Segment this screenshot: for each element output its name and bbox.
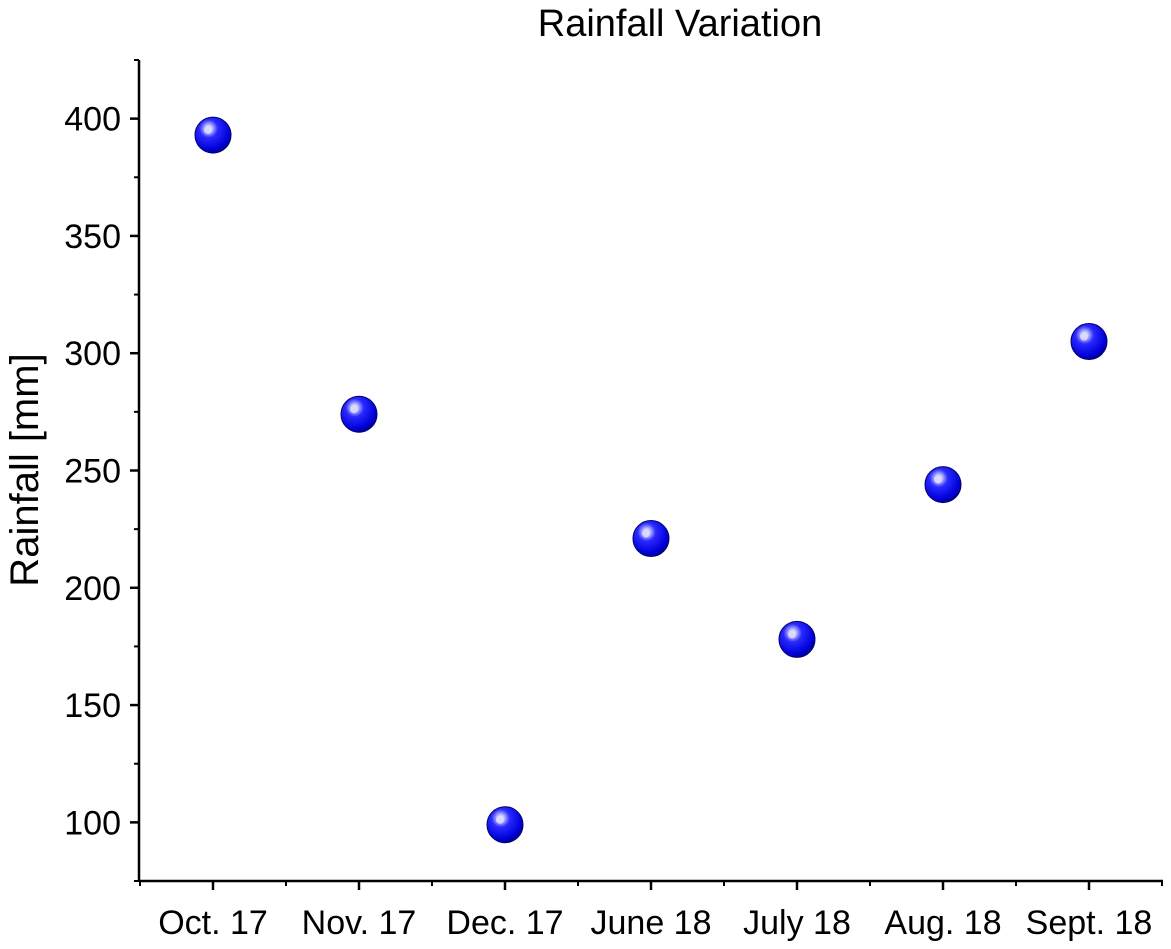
x-tick-label: Dec. 17 xyxy=(446,904,563,942)
data-point xyxy=(1070,322,1108,360)
x-tick-label: Aug. 18 xyxy=(884,904,1001,942)
data-point-highlight xyxy=(204,126,212,135)
x-tick-label: Oct. 17 xyxy=(158,904,268,942)
data-points xyxy=(194,116,1108,844)
data-point xyxy=(778,620,816,658)
data-point-highlight xyxy=(1080,332,1088,341)
x-tick-label: Sept. 18 xyxy=(1026,904,1153,942)
x-axis-ticks: Oct. 17 Nov. 17 Dec. 17 June 18 July 18 Aug. … xyxy=(139,881,1163,942)
y-axis-ticks: 100 150 200 250 300 350 400 xyxy=(64,59,139,882)
data-point xyxy=(632,520,670,558)
y-tick-label: 300 xyxy=(64,335,121,373)
data-point-marker xyxy=(340,395,378,433)
y-tick-label: 350 xyxy=(64,218,121,256)
data-point xyxy=(486,806,524,844)
data-point-marker xyxy=(1070,322,1108,360)
data-point xyxy=(924,466,962,504)
y-tick-label: 100 xyxy=(64,804,121,842)
data-point-marker xyxy=(194,116,232,154)
y-tick-label: 150 xyxy=(64,687,121,725)
data-point xyxy=(194,116,232,154)
data-point-highlight xyxy=(642,529,650,538)
data-point-highlight xyxy=(496,815,504,824)
y-tick-label: 250 xyxy=(64,453,121,491)
data-point-highlight xyxy=(934,475,942,484)
data-point-marker xyxy=(486,806,524,844)
data-point-highlight xyxy=(788,630,796,639)
data-point xyxy=(340,395,378,433)
data-point-marker xyxy=(632,520,670,558)
x-tick-label: Nov. 17 xyxy=(302,904,417,942)
data-point-highlight xyxy=(350,405,358,414)
data-point-marker xyxy=(778,620,816,658)
y-tick-label: 400 xyxy=(64,101,121,139)
x-tick-label: July 18 xyxy=(743,904,851,942)
x-tick-label: June 18 xyxy=(591,904,712,942)
y-tick-label: 200 xyxy=(64,570,121,608)
chart-title: Rainfall Variation xyxy=(538,3,822,45)
data-point-marker xyxy=(924,466,962,504)
y-axis-title: Rainfall [mm] xyxy=(3,353,47,586)
